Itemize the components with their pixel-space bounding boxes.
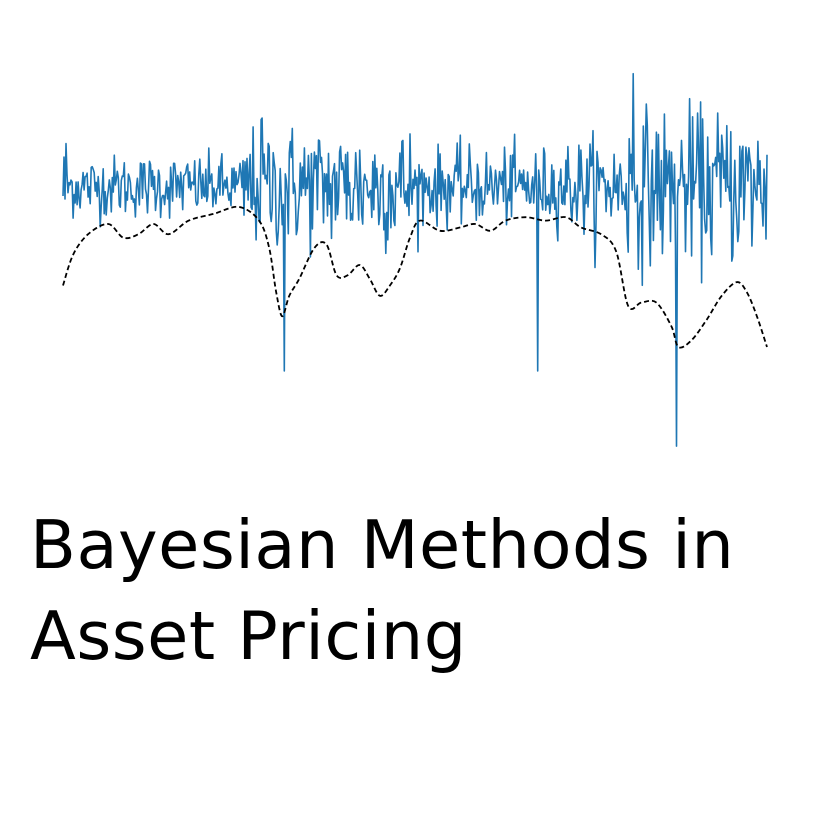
chart-marks — [62, 72, 768, 447]
title-line-2: Asset Pricing — [30, 597, 467, 675]
returns-series-line — [62, 72, 768, 447]
chart-area — [62, 72, 768, 447]
smoothed-series-dashed-line — [62, 205, 768, 349]
title-block: Bayesian Methods in Asset Pricing — [30, 500, 820, 682]
time-series-chart — [62, 72, 768, 447]
title-line-1: Bayesian Methods in — [30, 506, 735, 584]
